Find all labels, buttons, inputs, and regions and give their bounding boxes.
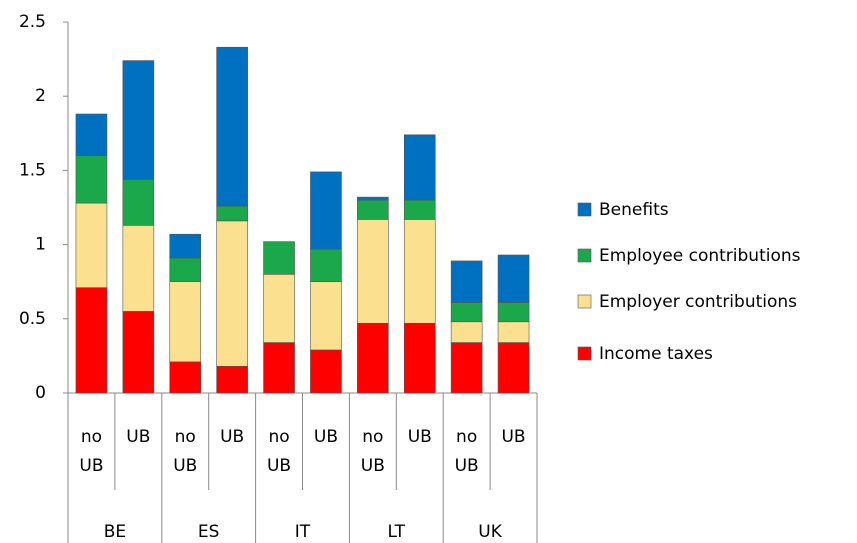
- group-label: LT: [388, 522, 406, 542]
- bar-segment: [263, 273, 295, 343]
- bar-segment: [450, 260, 483, 303]
- bar-segment: [216, 365, 248, 394]
- legend-label: Employee contributions: [599, 246, 801, 266]
- x-tick-label: UB: [407, 427, 432, 447]
- bar-segment: [122, 311, 155, 394]
- group-label: ES: [198, 522, 220, 542]
- x-tick-label: no UB: [79, 427, 104, 476]
- bar-segment: [75, 155, 108, 204]
- group-label: IT: [295, 522, 311, 542]
- bar-segment: [497, 321, 530, 343]
- bar-segment: [403, 134, 436, 201]
- bar-segment: [357, 219, 389, 324]
- bar-segment: [263, 342, 295, 394]
- bar-segment: [450, 302, 483, 323]
- bar-segment: [357, 322, 389, 394]
- legend-label: Benefits: [599, 200, 669, 220]
- bar-segment: [122, 60, 155, 180]
- bar-segment: [310, 171, 342, 250]
- bar-segment: [169, 281, 202, 363]
- bar-segment: [75, 287, 108, 394]
- y-tick-label: 0.5: [19, 309, 46, 329]
- bar-segment: [122, 179, 155, 226]
- y-tick-label: 2: [35, 86, 46, 106]
- x-tick-label: UB: [501, 427, 526, 447]
- bar-segment: [357, 199, 389, 220]
- bar-segment: [497, 342, 530, 394]
- group-label: UK: [478, 522, 502, 542]
- bar-segment: [169, 361, 202, 394]
- y-tick-label: 2.5: [19, 12, 46, 32]
- group-label: BE: [104, 522, 126, 542]
- x-tick-label: no UB: [360, 427, 385, 476]
- bar-segment: [403, 199, 436, 220]
- legend-swatch: [577, 294, 592, 309]
- bar-segment: [216, 46, 248, 207]
- bar-segment: [122, 225, 155, 312]
- y-tick-label: 1: [35, 235, 46, 255]
- bar-segment: [310, 248, 342, 283]
- bar-segment: [75, 202, 108, 288]
- y-tick-label: 0: [35, 383, 46, 403]
- bar-segment: [263, 241, 295, 275]
- x-tick-label: UB: [220, 427, 245, 447]
- bar-segment: [450, 321, 483, 343]
- x-tick-label: no UB: [454, 427, 479, 476]
- bar-segment: [497, 302, 530, 323]
- legend-label: Income taxes: [599, 344, 713, 364]
- bar-segment: [497, 254, 530, 303]
- legend-swatch: [577, 202, 592, 217]
- bar-segment: [216, 205, 248, 222]
- x-tick-label: UB: [313, 427, 338, 447]
- bar-segment: [403, 322, 436, 394]
- x-tick-label: no UB: [173, 427, 198, 476]
- bar-segment: [169, 233, 202, 259]
- x-tick-label: no UB: [266, 427, 292, 476]
- bar-segment: [310, 281, 342, 351]
- bar-segment: [403, 219, 436, 324]
- bar-segment: [216, 220, 248, 367]
- x-tick-label: UB: [126, 427, 151, 447]
- bar-segment: [450, 342, 483, 394]
- y-tick-label: 1.5: [19, 160, 46, 180]
- bar-segment: [75, 113, 108, 156]
- bar-segment: [310, 349, 342, 394]
- bar-segment: [357, 196, 389, 201]
- legend-swatch: [577, 248, 592, 263]
- legend-swatch: [577, 346, 592, 361]
- bar-segment: [169, 257, 202, 282]
- legend-label: Employer contributions: [599, 292, 797, 312]
